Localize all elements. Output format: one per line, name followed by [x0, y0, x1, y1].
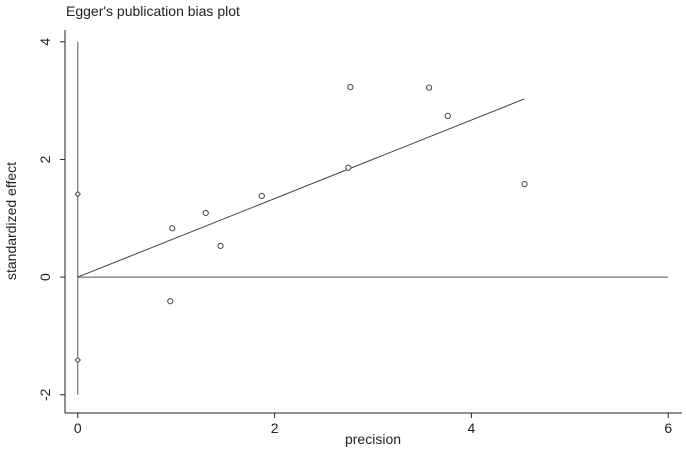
point: [444, 112, 451, 119]
point: [217, 242, 224, 250]
x-tick-label: 2: [271, 420, 279, 436]
point: [258, 192, 265, 200]
y-tick-label: 4: [37, 38, 53, 46]
y-tick-label: 2: [37, 155, 53, 163]
x-tick-label: 4: [468, 420, 476, 436]
point: [521, 181, 528, 188]
fit-line: [77, 98, 525, 278]
chart-title: Egger's publication bias plot: [66, 3, 240, 19]
y-tick-label: 0: [37, 273, 53, 281]
x-axis-title: precision: [345, 431, 401, 447]
y-axis-title: standardized effect: [3, 162, 19, 280]
x-tick-label: 0: [74, 420, 82, 436]
ci-marker: [74, 356, 81, 364]
point: [347, 83, 354, 91]
point: [345, 164, 352, 171]
point: [425, 84, 433, 91]
point: [202, 209, 209, 217]
point: [167, 298, 174, 305]
y-tick-label: -2: [37, 388, 53, 401]
ci-marker: [74, 190, 81, 198]
point: [169, 225, 176, 232]
x-tick-label: 6: [664, 420, 672, 436]
